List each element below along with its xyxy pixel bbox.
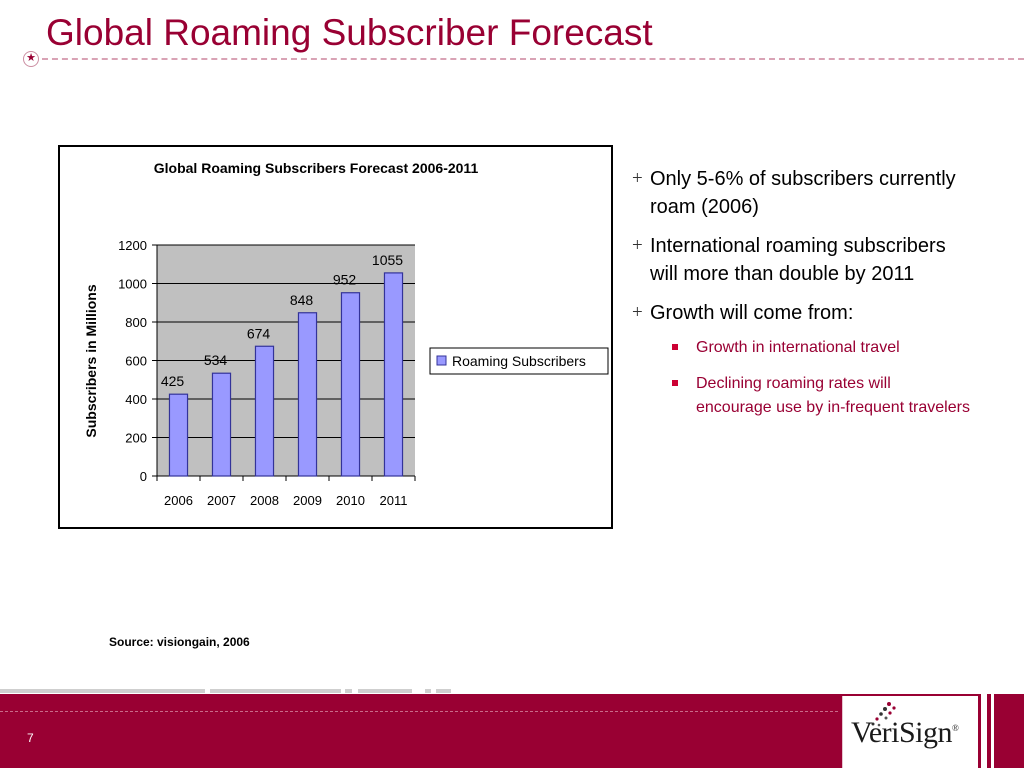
data-label: 534 [204,352,228,368]
bullet-text: Only 5-6% of subscribers currently roam … [650,168,956,218]
bullet-text: Growth will come from: [650,302,854,324]
y-tick-label: 600 [125,354,147,369]
x-tick-label: 2011 [380,493,408,508]
bullet-list: + Only 5-6% of subscribers currently roa… [630,165,970,432]
sub-bullet-text: Declining roaming rates will encourage u… [696,375,970,416]
sub-bullet-item: Growth in international travel [630,336,970,360]
y-tick-label: 800 [125,315,147,330]
bar [297,312,318,477]
data-label: 1055 [372,252,403,268]
logo-checkmark-icon [871,702,896,727]
x-tick-label: 2007 [207,493,236,508]
footer-accent-bar [436,689,451,693]
source-note: Source: visiongain, 2006 [109,635,250,649]
sub-bullet-text: Growth in international travel [696,339,900,356]
chart-legend: Roaming Subscribers [429,347,609,375]
sub-bullet-list: Growth in international travel Declining… [630,336,970,420]
bar [211,372,232,477]
verisign-logo: VeriSign® [842,696,978,768]
bar-chart: Global Roaming Subscribers Forecast 2006… [83,160,609,508]
slide-title: Global Roaming Subscriber Forecast [46,12,653,53]
title-divider [42,58,1024,60]
square-bullet-icon [672,380,678,386]
y-tick-label: 1000 [118,277,147,292]
data-label: 952 [333,272,357,288]
footer-side-stripe [981,694,987,768]
bullet-text: International roaming subscribers will m… [650,235,946,285]
chart-title: Global Roaming Subscribers Forecast 2006… [154,160,479,176]
y-tick-label: 1200 [118,238,147,253]
registered-mark: ® [952,723,959,733]
bar [254,345,275,477]
footer-accent-bar [210,689,341,693]
logo-text: VeriSign® [851,716,959,750]
footer-accent-bar [358,689,412,693]
bullet-item: + Growth will come from: [630,299,970,327]
y-axis-label: Subscribers in Millions [83,284,99,437]
bullet-item: + International roaming subscribers will… [630,232,970,288]
y-tick-label: 0 [140,469,147,484]
bar [168,393,189,477]
chart-frame: Global Roaming Subscribers Forecast 2006… [58,145,613,529]
legend-label: Roaming Subscribers [452,353,586,369]
star-icon: ★ [23,51,39,67]
sub-bullet-item: Declining roaming rates will encourage u… [630,372,970,420]
y-tick-label: 200 [125,431,147,446]
legend-box [429,347,609,375]
logo-wordmark: VeriSign [851,716,953,749]
bullet-item: + Only 5-6% of subscribers currently roa… [630,165,970,221]
y-tick-label: 400 [125,392,147,407]
footer-accent-bar [345,689,352,693]
footer-divider [0,711,838,712]
plus-icon: + [632,235,643,256]
footer-accent-bar [0,689,205,693]
legend-swatch [436,355,447,366]
page-number: 7 [27,731,34,745]
x-tick-label: 2010 [336,493,365,508]
data-label: 674 [247,325,271,341]
bar [383,272,404,477]
plus-icon: + [632,168,643,189]
plus-icon: + [632,302,643,323]
x-tick-label: 2006 [164,493,193,508]
x-tick-label: 2009 [293,493,322,508]
footer-side-stripe [991,694,994,768]
x-tick-label: 2008 [250,493,279,508]
data-label: 848 [290,292,314,308]
square-bullet-icon [672,344,678,350]
footer-accent-bar [425,689,431,693]
bar [340,292,361,477]
data-label: 425 [161,373,185,389]
